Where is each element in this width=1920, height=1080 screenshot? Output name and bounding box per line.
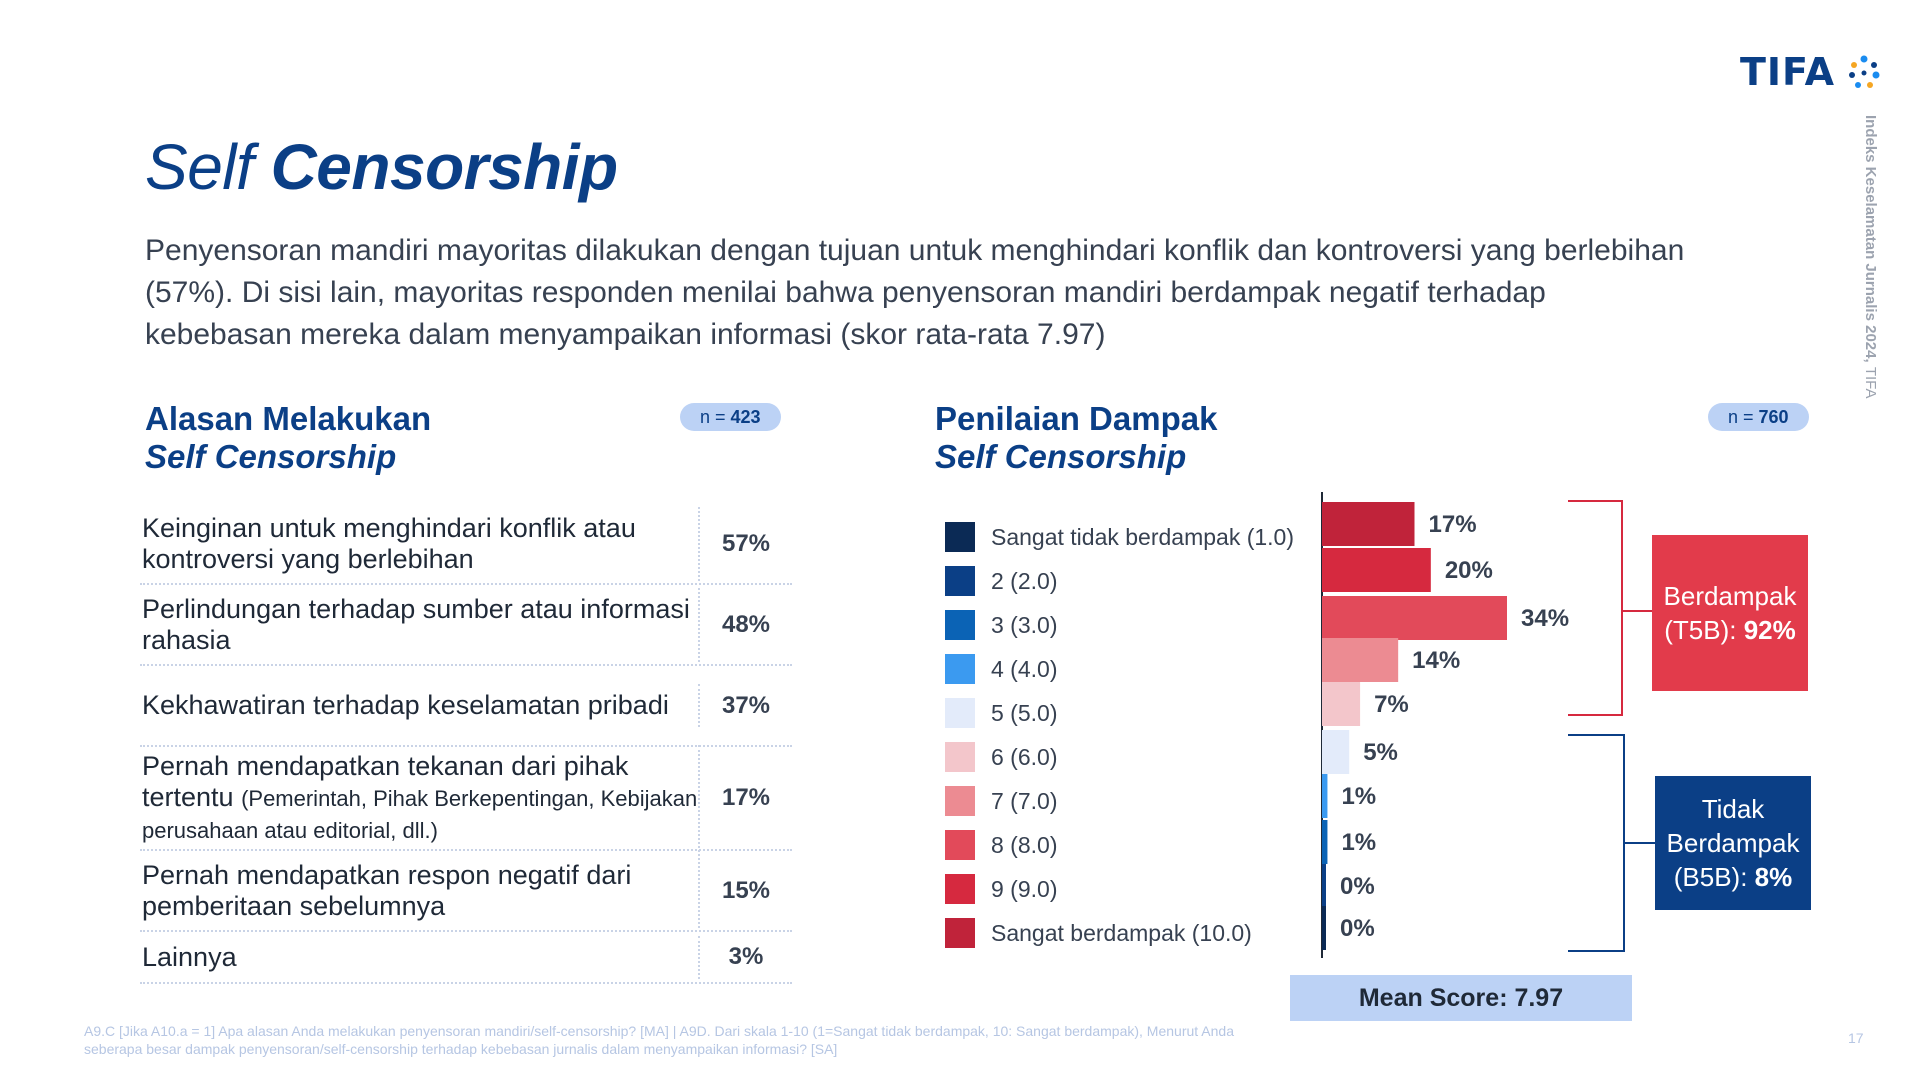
mean-score: Mean Score: 7.97 bbox=[1290, 975, 1632, 1021]
legend-label: Sangat tidak berdampak (1.0) bbox=[991, 523, 1295, 550]
left-section-title: Alasan Melakukan Self Censorship bbox=[145, 400, 432, 475]
legend-label: 5 (5.0) bbox=[991, 699, 1058, 726]
tidak-berdampak-box: Tidak Berdampak (B5B): 8% bbox=[1655, 776, 1811, 910]
logo-dots-icon bbox=[1849, 55, 1880, 88]
legend-item: 5 (5.0) bbox=[945, 691, 1294, 735]
legend-item: 4 (4.0) bbox=[945, 647, 1294, 691]
table-row: Lainnya 3% bbox=[140, 932, 792, 984]
reasons-table: Keinginan untuk menghindari konflik atau… bbox=[140, 505, 792, 984]
bar bbox=[1322, 774, 1328, 818]
legend-label: 2 (2.0) bbox=[991, 567, 1058, 594]
legend-label: Sangat berdampak (10.0) bbox=[991, 919, 1252, 946]
bar bbox=[1322, 548, 1431, 592]
bracket-lines bbox=[1568, 500, 1656, 952]
legend-item: 3 (3.0) bbox=[945, 603, 1294, 647]
reason-label: Perlindungan terhadap sumber atau inform… bbox=[140, 587, 700, 662]
legend-label: 8 (8.0) bbox=[991, 831, 1058, 858]
right-section-title: Penilaian Dampak Self Censorship bbox=[935, 400, 1218, 475]
legend-swatch bbox=[945, 522, 975, 552]
legend-item: 9 (9.0) bbox=[945, 867, 1294, 911]
reason-label: Pernah mendapatkan respon negatif dari p… bbox=[140, 853, 700, 928]
table-row: Kekhawatiran terhadap keselamatan pribad… bbox=[140, 666, 792, 747]
bar bbox=[1322, 502, 1415, 546]
reason-label: Keinginan untuk menghindari konflik atau… bbox=[140, 507, 700, 581]
berdampak-box: Berdampak (T5B): 92% bbox=[1652, 535, 1808, 691]
bar bbox=[1322, 864, 1326, 908]
page-number: 17 bbox=[1848, 1030, 1864, 1046]
reason-value: 3% bbox=[728, 943, 764, 970]
side-label: Indeks Keselamatan Jurnalis 2024, TIFA bbox=[1862, 115, 1879, 399]
bar bbox=[1322, 682, 1361, 726]
legend-swatch bbox=[945, 566, 975, 596]
bar bbox=[1322, 730, 1350, 774]
legend-label: 9 (9.0) bbox=[991, 875, 1058, 902]
legend-item: Sangat tidak berdampak (1.0) bbox=[945, 515, 1294, 559]
left-sample-size-badge: n = 423 bbox=[680, 403, 781, 431]
bar bbox=[1322, 906, 1326, 950]
legend-item: 7 (7.0) bbox=[945, 779, 1294, 823]
legend-swatch bbox=[945, 698, 975, 728]
reason-note: (Pemerintah, Pihak Berkepentingan, Kebij… bbox=[142, 785, 698, 843]
page-title: Self Censorship bbox=[145, 131, 618, 203]
legend-item: 6 (6.0) bbox=[945, 735, 1294, 779]
tifa-logo: TIFA bbox=[1740, 50, 1836, 94]
legend-label: 4 (4.0) bbox=[991, 655, 1058, 682]
bar-label: 5% bbox=[1363, 739, 1398, 766]
bar-label: 1% bbox=[1341, 829, 1376, 856]
reason-value: 48% bbox=[721, 610, 771, 638]
impact-bar-chart: 17% 20% 34% 14%7% 5% 1% 1% 0% 0% bbox=[1321, 492, 1569, 958]
bar bbox=[1322, 820, 1328, 864]
bar-label: 7% bbox=[1374, 691, 1409, 718]
bar-label: 1% bbox=[1341, 783, 1376, 810]
footnote: A9.C [Jika A10.a = 1] Apa alasan Anda me… bbox=[84, 1023, 1234, 1057]
bar-label: 0% bbox=[1340, 915, 1375, 942]
reason-value: 17% bbox=[721, 784, 771, 811]
legend-item: 8 (8.0) bbox=[945, 823, 1294, 867]
legend-swatch bbox=[945, 874, 975, 904]
table-row: Pernah mendapatkan respon negatif dari p… bbox=[140, 851, 792, 932]
legend-swatch bbox=[945, 830, 975, 860]
bar bbox=[1322, 596, 1507, 640]
legend-label: 7 (7.0) bbox=[991, 787, 1058, 814]
bar-label: 14% bbox=[1412, 647, 1460, 674]
legend-swatch bbox=[945, 742, 975, 772]
bar-label: 17% bbox=[1429, 511, 1477, 538]
chart-legend: Sangat tidak berdampak (1.0) 2 (2.0) 3 (3.… bbox=[945, 515, 1294, 955]
legend-swatch bbox=[945, 610, 975, 640]
legend-swatch bbox=[945, 786, 975, 816]
right-sample-size-badge: n = 760 bbox=[1708, 403, 1809, 431]
bar-label: 34% bbox=[1521, 605, 1569, 632]
table-row: Perlindungan terhadap sumber atau inform… bbox=[140, 585, 792, 666]
bar-label: 20% bbox=[1445, 557, 1493, 584]
reason-label: Pernah mendapatkan tekanan dari pihak te… bbox=[140, 744, 700, 852]
legend-item: Sangat berdampak (10.0) bbox=[945, 911, 1294, 955]
bar bbox=[1322, 638, 1399, 682]
table-row: Keinginan untuk menghindari konflik atau… bbox=[140, 505, 792, 585]
table-row: Pernah mendapatkan tekanan dari pihak te… bbox=[140, 744, 792, 852]
legend-label: 3 (3.0) bbox=[991, 611, 1058, 638]
legend-swatch bbox=[945, 654, 975, 684]
bar-label: 0% bbox=[1340, 873, 1375, 900]
reason-value: 57% bbox=[721, 530, 771, 557]
reason-value: 37% bbox=[721, 691, 771, 719]
page-subtitle: Penyensoran mandiri mayoritas dilakukan … bbox=[145, 234, 1685, 351]
legend-item: 2 (2.0) bbox=[945, 559, 1294, 603]
reason-label: Kekhawatiran terhadap keselamatan pribad… bbox=[140, 684, 700, 727]
reason-value: 15% bbox=[721, 876, 771, 904]
legend-label: 6 (6.0) bbox=[991, 743, 1058, 770]
legend-swatch bbox=[945, 918, 975, 948]
reason-label: Lainnya bbox=[140, 935, 700, 979]
